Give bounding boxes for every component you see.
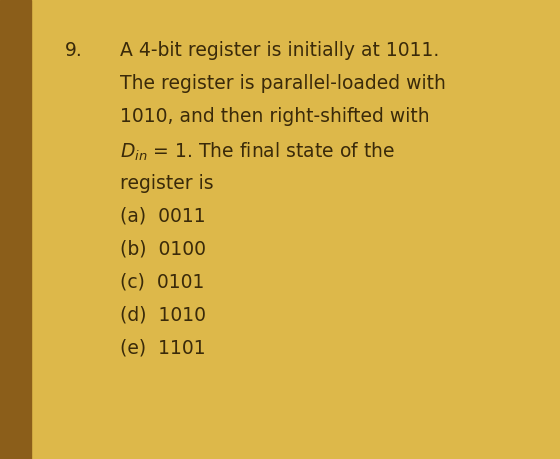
Text: 1010, and then right-shifted with: 1010, and then right-shifted with	[120, 107, 430, 126]
Text: (c)  0101: (c) 0101	[120, 273, 205, 291]
Text: 9.: 9.	[64, 41, 82, 60]
Text: The register is parallel-loaded with: The register is parallel-loaded with	[120, 74, 446, 93]
Text: $D_{in}$ = 1. The final state of the: $D_{in}$ = 1. The final state of the	[120, 140, 395, 163]
Text: (e)  1101: (e) 1101	[120, 339, 206, 358]
Text: A 4-bit register is initially at 1011.: A 4-bit register is initially at 1011.	[120, 41, 440, 60]
Text: (d)  1010: (d) 1010	[120, 306, 207, 325]
Text: (a)  0011: (a) 0011	[120, 207, 206, 225]
Text: register is: register is	[120, 174, 214, 192]
Text: (b)  0100: (b) 0100	[120, 240, 207, 258]
